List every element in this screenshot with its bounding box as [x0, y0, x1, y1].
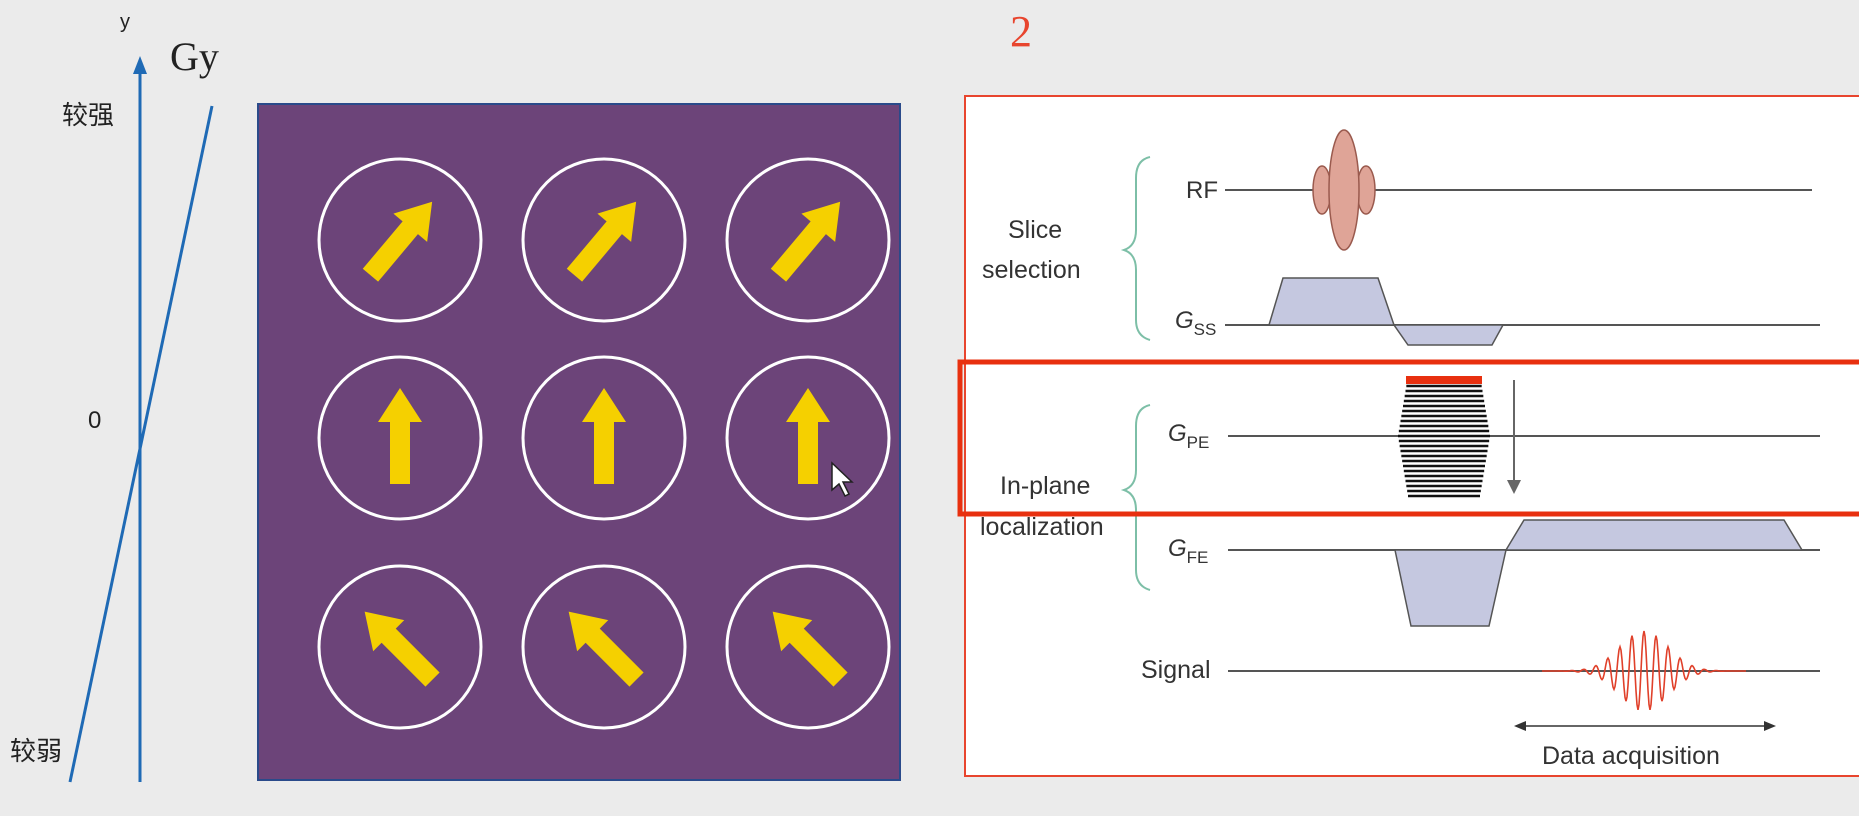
zero-label: 0	[88, 407, 101, 434]
gss-lobe-rephase	[1392, 324, 1505, 346]
in-plane-label-2: localization	[980, 513, 1104, 541]
rf-pulse	[1328, 129, 1360, 251]
spin-circle	[317, 355, 483, 521]
rf-label: RF	[1186, 177, 1218, 204]
strong-label: 较强	[62, 100, 114, 130]
gfe-readout-lobe	[1504, 519, 1804, 551]
spin-circle	[521, 157, 687, 323]
gpe-label: GPE	[1168, 420, 1209, 452]
spin-circle	[521, 355, 687, 521]
in-plane-label-1: In-plane	[1000, 472, 1090, 500]
spin-circle	[317, 157, 483, 323]
spin-circle	[317, 564, 483, 730]
phase-encode-table	[1398, 384, 1490, 498]
gss-label: GSS	[1175, 307, 1216, 339]
gradient-label: Gy	[170, 34, 219, 79]
gradient-axis: y Gy 较强 0 较弱	[10, 11, 219, 783]
spin-grid-panel	[257, 103, 901, 781]
slice-selection-label-1: Slice	[1008, 216, 1062, 244]
gfe-dephase-lobe	[1394, 549, 1507, 627]
spin-arrow-icon	[786, 388, 830, 484]
phase-encode-arrowhead	[1507, 480, 1521, 494]
spin-arrow-icon	[770, 201, 841, 282]
spin-arrow-icon	[568, 611, 644, 687]
spin-arrow-icon	[362, 201, 433, 282]
spin-arrow-icon	[582, 388, 626, 484]
y-axis-arrowhead	[133, 56, 147, 74]
signal-label: Signal	[1141, 656, 1211, 684]
spin-arrow-icon	[364, 611, 440, 687]
gradient-slope-line	[68, 105, 214, 783]
gfe-label: GFE	[1168, 535, 1208, 567]
data-acquisition-arrowhead-right	[1764, 721, 1776, 731]
data-acquisition-arrowhead-left	[1514, 721, 1526, 731]
spin-circle	[725, 564, 891, 730]
gss-lobe-positive	[1267, 277, 1396, 326]
y-axis-label: y	[120, 11, 130, 33]
slice-selection-brace	[1120, 156, 1151, 341]
weak-label: 较弱	[10, 736, 62, 766]
in-plane-brace	[1120, 404, 1151, 591]
spin-arrow-icon	[378, 388, 422, 484]
spin-circle	[725, 355, 891, 521]
spin-grid	[317, 157, 891, 730]
slide-number: 2	[1010, 7, 1032, 56]
echo-signal	[1542, 630, 1746, 710]
mouse-cursor-icon	[831, 461, 854, 498]
spin-circle	[521, 564, 687, 730]
spin-circle	[725, 157, 891, 323]
gpe-highlight-frame	[957, 359, 1859, 517]
spin-arrow-icon	[566, 201, 637, 282]
slice-selection-label-2: selection	[982, 256, 1081, 284]
data-acquisition-label: Data acquisition	[1542, 742, 1720, 770]
spin-arrow-icon	[772, 611, 848, 687]
phase-encode-active-step	[1406, 376, 1482, 384]
